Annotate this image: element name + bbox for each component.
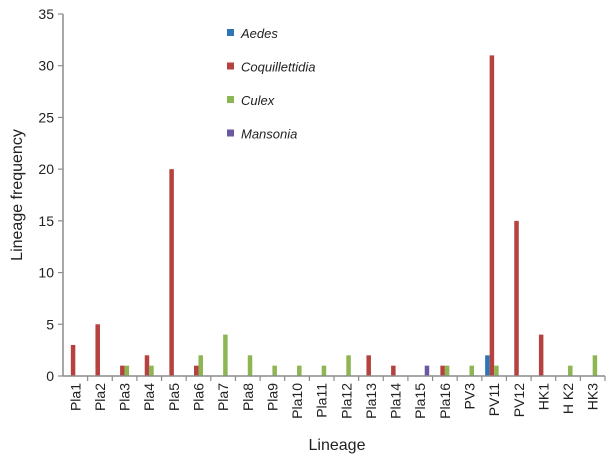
bar-culex-pla9 — [272, 365, 277, 376]
x-tick-label: Pla16 — [437, 383, 453, 419]
bar-culex-pla16 — [444, 365, 450, 376]
y-axis-title: Lineage frequency — [9, 129, 26, 261]
bar-coquillettidia-pla3 — [120, 365, 125, 376]
bar-mansonia-pla15 — [424, 365, 430, 376]
bar-coquillettidia-pla2 — [95, 324, 100, 376]
y-tick-label: 35 — [38, 6, 54, 22]
legend-swatch-culex — [227, 96, 234, 103]
x-tick-label: H K2 — [560, 383, 576, 414]
bar-coquillettidia-pla6 — [194, 365, 199, 376]
x-tick-label: PV3 — [462, 383, 478, 410]
x-tick-label: Pla5 — [166, 383, 182, 411]
bar-culex-pla7 — [223, 334, 228, 376]
axes-group — [62, 14, 605, 377]
x-tick-label: Pla8 — [240, 383, 256, 411]
y-tick-label: 15 — [38, 213, 54, 229]
legend-swatch-aedes — [227, 29, 234, 36]
legend-label-coquillettidia: Coquillettidia — [241, 60, 315, 75]
x-tick-label: Pla10 — [289, 383, 305, 419]
legend-label-aedes: Aedes — [240, 26, 278, 41]
y-tick-label: 0 — [46, 368, 54, 384]
x-tick-label: Pla11 — [314, 383, 330, 418]
bar-coquillettidia-pla16 — [440, 365, 445, 376]
y-tick-label: 30 — [38, 58, 54, 74]
x-axis-title: Lineage — [309, 437, 366, 454]
bar-coquillettidia-pla5 — [169, 169, 174, 376]
bar-coquillettidia-pv12 — [514, 220, 519, 376]
bar-culex-pla4 — [149, 365, 154, 376]
bar-coquillettidia-pv11 — [489, 55, 495, 376]
bar-coquillettidia-pla1 — [70, 344, 76, 376]
bar-culex-pla6 — [198, 355, 203, 376]
x-tick-label: Pla2 — [92, 383, 108, 411]
x-tick-label: PV12 — [511, 383, 527, 417]
legend-label-culex: Culex — [241, 93, 275, 108]
x-tick-label: Pla3 — [117, 383, 133, 411]
bars-group — [70, 55, 598, 376]
x-tick-label: Pla13 — [363, 383, 379, 419]
bar-coquillettidia-hk1 — [538, 334, 544, 376]
bar-culex-pv3 — [469, 365, 474, 376]
bar-coquillettidia-pla4 — [144, 355, 150, 376]
bar-culex-pla12 — [346, 355, 351, 376]
legend-swatch-mansonia — [227, 129, 234, 137]
x-tick-label: Pla6 — [191, 383, 207, 411]
x-tick-label: Pla12 — [338, 383, 354, 419]
bar-culex-hk3 — [592, 355, 598, 376]
x-axis-ticks: Pla1 Pla2 Pla3 Pla4 Pla5 Pla6 Pla7 Pla8 Pla9 Pla1… — [67, 376, 606, 419]
x-tick-label: PV11 — [486, 383, 502, 416]
legend: Aedes Coquillettidia Culex Mansonia — [227, 26, 315, 142]
y-tick-label: 20 — [38, 161, 54, 177]
x-tick-label: Pla7 — [215, 383, 231, 411]
bar-culex-pla3 — [124, 365, 130, 376]
bar-coquillettidia-pla14 — [391, 365, 396, 376]
bar-aedes-pv11 — [485, 355, 490, 376]
x-tick-label: Pla4 — [141, 383, 157, 411]
x-tick-label: Pla15 — [412, 383, 428, 419]
bar-culex-pla11 — [321, 365, 327, 376]
x-tick-label: HK3 — [585, 383, 601, 410]
y-tick-label: 25 — [38, 109, 54, 125]
legend-label-mansonia: Mansonia — [241, 127, 297, 142]
bar-culex-pla10 — [297, 365, 302, 376]
x-tick-label: Pla9 — [264, 383, 280, 411]
bar-culex-pv11 — [494, 365, 499, 376]
legend-swatch-coquillettidia — [227, 62, 234, 70]
x-tick-label: Pla14 — [388, 383, 404, 419]
y-tick-label: 5 — [46, 316, 54, 332]
bar-culex-pla8 — [247, 355, 253, 376]
x-tick-label: Pla1 — [67, 383, 83, 411]
bar-culex-hk2 — [568, 365, 573, 376]
x-tick-label: HK1 — [535, 383, 551, 410]
y-axis-ticks: 0 5 10 15 20 25 30 35 — [38, 6, 63, 384]
y-tick-label: 10 — [38, 265, 54, 281]
bar-coquillettidia-pla13 — [366, 355, 371, 376]
